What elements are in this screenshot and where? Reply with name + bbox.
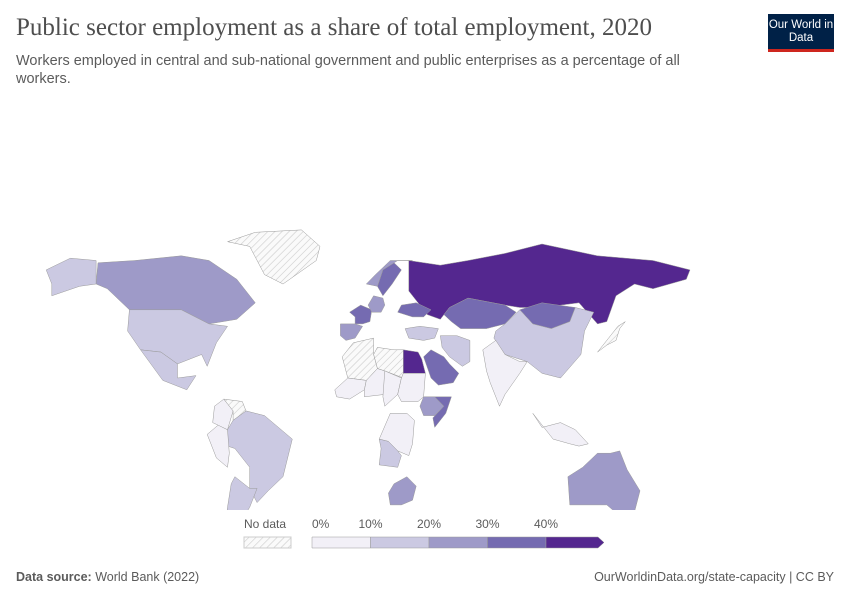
source-label: Data source: <box>16 570 92 584</box>
country-japan[interactable]: Japan <box>597 321 626 353</box>
no-data-label: No data <box>244 517 286 531</box>
country-turkey[interactable]: Turkey <box>404 326 439 341</box>
country-colombia[interactable]: Colombia <box>212 398 234 431</box>
country-mexico[interactable]: Mexico <box>139 349 197 391</box>
country-spain[interactable]: Spain <box>340 323 363 341</box>
legend-bin-4[interactable] <box>545 536 605 549</box>
legend-tick: 20% <box>417 517 441 531</box>
country-united-states[interactable]: United States <box>127 309 228 367</box>
country-sweden[interactable]: Sweden <box>377 262 402 297</box>
country-sudan[interactable]: Sudan <box>397 373 426 402</box>
country-indonesia[interactable]: Indonesia <box>532 413 589 447</box>
country-india[interactable]: India <box>482 340 528 407</box>
legend-tick: 10% <box>359 517 383 531</box>
country-greenland[interactable]: Greenland <box>226 229 321 285</box>
country-ukraine[interactable]: Ukraine <box>397 302 432 318</box>
no-data-swatch[interactable] <box>243 536 292 549</box>
legend-bin-2[interactable] <box>428 536 488 549</box>
source-link[interactable]: OurWorldinData.org/state-capacity | CC B… <box>594 570 834 584</box>
country-alaska[interactable]: Alaska <box>45 257 97 297</box>
country-angola[interactable]: Angola <box>378 438 402 468</box>
country-canada[interactable]: Canada <box>95 255 256 325</box>
country-venezuela[interactable]: Venezuela <box>223 398 247 421</box>
chart-subtitle: Workers employed in central and sub-nati… <box>16 53 680 87</box>
country-france[interactable]: France <box>349 304 373 325</box>
country-south-africa[interactable]: South Africa <box>388 476 417 506</box>
legend-bin-0[interactable] <box>311 536 371 549</box>
legend-tick: 0% <box>312 517 330 531</box>
country-germany[interactable]: Germany <box>367 295 386 313</box>
country-somalia[interactable]: Somalia <box>432 396 452 428</box>
country-russia[interactable]: Russia <box>408 243 691 325</box>
source-value: World Bank (2022) <box>95 570 200 584</box>
world-map[interactable]: RussiaKazakhstanMongoliaChinaIndiaCanada… <box>0 110 850 510</box>
country-egypt[interactable]: Egypt <box>403 349 426 374</box>
country-australia[interactable]: Australia <box>567 450 641 510</box>
country-norway[interactable]: Norway <box>365 260 413 287</box>
legend-tick: 30% <box>476 517 500 531</box>
country-saudi-arabia[interactable]: Saudi Arabia <box>423 349 460 386</box>
legend-tick: 40% <box>534 517 558 531</box>
owid-logo[interactable]: Our World in Data <box>768 14 834 52</box>
country-china[interactable]: China <box>493 307 595 379</box>
country-mali[interactable]: Mali <box>334 377 367 400</box>
map-legend: No data 0% 10% 20% 30% 40% <box>243 517 605 549</box>
data-source: Data source: World Bank (2022) <box>16 570 199 584</box>
country-argentina[interactable]: Argentina <box>224 476 258 510</box>
legend-bin-1[interactable] <box>370 536 430 549</box>
country-peru[interactable]: Peru <box>206 424 230 468</box>
chart-title: Public sector employment as a share of t… <box>16 14 652 41</box>
legend-bin-3[interactable] <box>487 536 547 549</box>
country-chad[interactable]: Chad <box>382 370 402 407</box>
country-kazakhstan[interactable]: Kazakhstan <box>443 297 517 329</box>
country-iran[interactable]: Iran <box>440 335 471 367</box>
